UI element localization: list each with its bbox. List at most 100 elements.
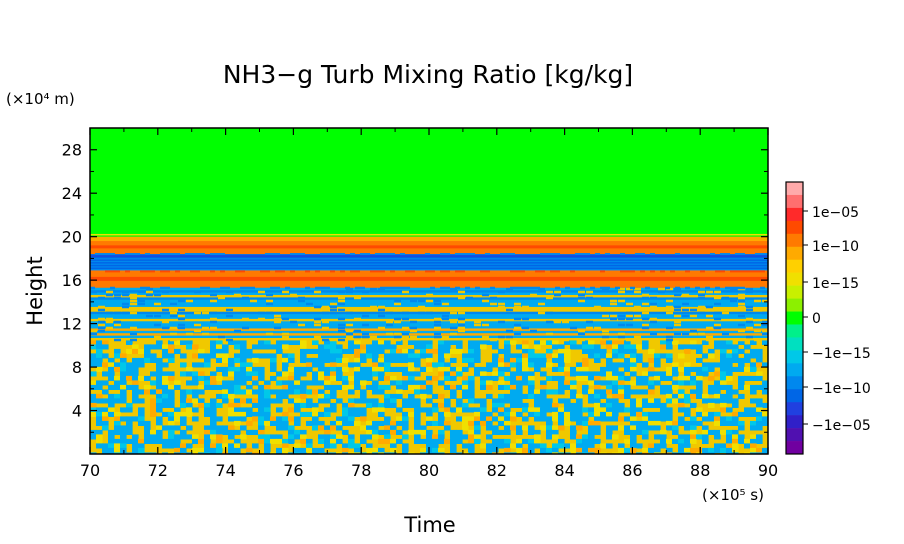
heatmap-cell: [222, 393, 229, 399]
heatmap-cell: [492, 339, 499, 345]
heatmap-cell: [510, 371, 517, 377]
colorbar-label: −1e−10: [812, 381, 871, 397]
heatmap-cell: [96, 384, 103, 390]
heatmap-cell: [482, 323, 489, 327]
heatmap-cell: [468, 375, 475, 381]
heatmap-cell: [274, 326, 281, 330]
heatmap-cell: [165, 286, 170, 290]
heatmap-cell: [612, 380, 619, 386]
heatmap-cell: [722, 332, 729, 336]
heatmap-cell: [372, 452, 379, 454]
heatmap-cell: [138, 357, 145, 363]
heatmap-cell: [408, 375, 415, 381]
heatmap-cell: [450, 308, 457, 312]
heatmap-cell: [582, 366, 589, 372]
heatmap-cell: [425, 253, 430, 256]
heatmap-cell: [300, 402, 307, 408]
heatmap-cell: [630, 353, 637, 359]
heatmap-cell: [144, 420, 151, 426]
heatmap-cell: [528, 438, 535, 444]
heatmap-cell: [348, 339, 355, 345]
heatmap-cell: [514, 302, 521, 306]
heatmap-cell: [702, 398, 709, 404]
heatmap-cell: [648, 389, 655, 395]
heatmap-cell: [630, 357, 637, 363]
heatmap-cell: [366, 353, 373, 359]
heatmap-cell: [348, 375, 355, 381]
heatmap-cell: [696, 366, 703, 372]
heatmap-cell: [726, 366, 733, 372]
heatmap-cell: [732, 443, 739, 449]
heatmap-cell: [318, 434, 325, 440]
heatmap-cell: [690, 308, 697, 312]
heatmap-cell: [444, 402, 451, 408]
heatmap-cell: [234, 407, 241, 413]
heatmap-cell: [642, 323, 649, 327]
heatmap-cell: [606, 443, 613, 449]
heatmap-cell: [318, 375, 325, 381]
heatmap-cell: [322, 338, 329, 342]
heatmap-cell: [726, 420, 733, 426]
heatmap-cell: [630, 348, 637, 354]
heatmap-cell: [546, 407, 553, 413]
heatmap-cell: [102, 371, 109, 377]
heatmap-cell: [450, 371, 457, 377]
heatmap-cell: [674, 314, 681, 318]
heatmap-cell: [610, 317, 617, 321]
heatmap-cell: [682, 332, 689, 336]
heatmap-cell: [384, 357, 391, 363]
heatmap-cell: [624, 407, 631, 413]
heatmap-cell: [360, 438, 367, 444]
heatmap-cell: [306, 348, 313, 354]
heatmap-cell: [314, 320, 321, 324]
heatmap-cell: [636, 425, 643, 431]
heatmap-cell: [588, 443, 595, 449]
heatmap-cell: [516, 398, 523, 404]
heatmap-cell: [162, 402, 169, 408]
heatmap-cell: [90, 362, 97, 368]
heatmap-cell: [192, 438, 199, 444]
heatmap-cell: [288, 407, 295, 413]
heatmap-cell: [372, 434, 379, 440]
heatmap-cell: [246, 362, 253, 368]
heatmap-cell: [726, 357, 733, 363]
heatmap-cell: [200, 286, 205, 290]
heatmap-cell: [402, 443, 409, 449]
heatmap-cell: [522, 371, 529, 377]
heatmap-cell: [468, 380, 475, 386]
heatmap-cell: [372, 357, 379, 363]
heatmap-cell: [558, 398, 565, 404]
heatmap-cell: [408, 429, 415, 435]
heatmap-cell: [165, 270, 170, 273]
heatmap-cell: [378, 402, 385, 408]
heatmap-cell: [414, 344, 421, 350]
heatmap-cell: [756, 411, 763, 417]
heatmap-cell: [534, 362, 541, 368]
heatmap-cell: [636, 407, 643, 413]
heatmap-cell: [666, 384, 673, 390]
heatmap-cell: [378, 314, 385, 318]
heatmap-cell: [588, 339, 595, 345]
heatmap-cell: [252, 402, 259, 408]
heatmap-cell: [762, 384, 768, 390]
heatmap-cell: [552, 375, 559, 381]
heatmap-cell: [582, 389, 589, 395]
heatmap-cell: [194, 311, 201, 315]
heatmap-cell: [234, 402, 241, 408]
heatmap-cell: [234, 366, 241, 372]
heatmap-cell: [366, 420, 373, 426]
heatmap-cell: [400, 286, 405, 290]
heatmap-cell: [732, 389, 739, 395]
x-tick-label: 82: [487, 461, 507, 480]
heatmap-cell: [702, 447, 709, 453]
heatmap-cell: [462, 402, 469, 408]
heatmap-cell: [234, 420, 241, 426]
heatmap-cell: [714, 302, 721, 306]
heatmap-cell: [265, 253, 270, 256]
heatmap-cell: [738, 323, 745, 327]
heatmap-cell: [714, 362, 721, 368]
heatmap-cell: [216, 447, 223, 453]
heatmap-cell: [264, 402, 271, 408]
heatmap-cell: [108, 429, 115, 435]
heatmap-cell: [696, 348, 703, 354]
